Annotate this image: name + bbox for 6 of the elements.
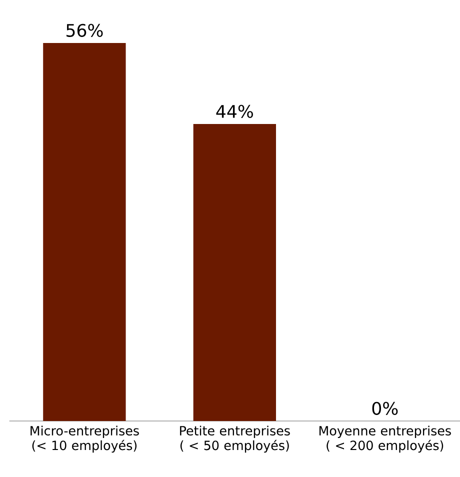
x-tick-label: Petite entreprises ( < 50 employés) [180,426,290,453]
data-label: 56% [66,24,103,37]
x-tick-label: Moyenne entreprises ( < 200 employés) [319,426,451,453]
data-label: 44% [216,104,253,118]
x-tick-label: Micro-entreprises (< 10 employés) [30,426,139,453]
data-label: 0% [372,402,398,415]
